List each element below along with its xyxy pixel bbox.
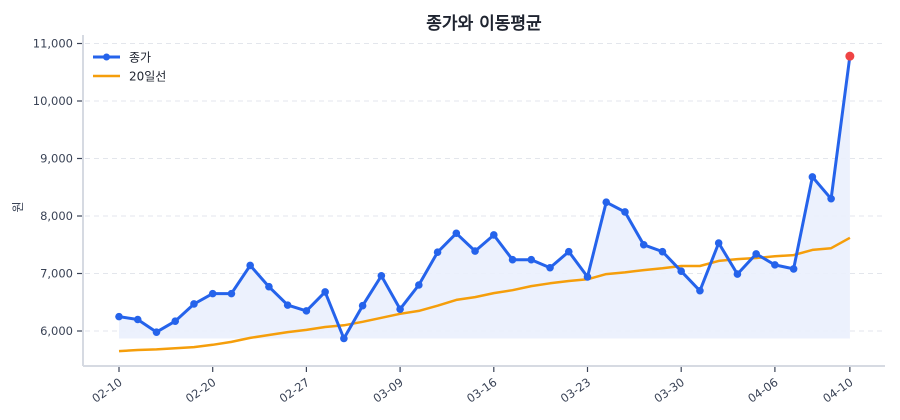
price-marker	[639, 240, 648, 249]
y-tick-label: 7,000	[40, 267, 73, 281]
legend-close-label: 종가	[129, 51, 151, 65]
price-marker	[677, 267, 685, 276]
x-tick-label: 02-20	[183, 375, 218, 406]
x-tick-label: 04-10	[820, 375, 855, 406]
price-marker	[227, 289, 236, 298]
price-marker	[152, 328, 161, 336]
y-axis: 6,000 7,000 8,000 9,000 10,000 11,000	[33, 37, 82, 338]
price-marker	[508, 255, 517, 264]
price-marker	[208, 289, 217, 298]
y-tick-label: 9,000	[40, 152, 73, 166]
y-tick-label: 6,000	[40, 324, 73, 338]
x-tick-label: 03-23	[558, 375, 593, 406]
price-marker	[827, 194, 835, 203]
price-marker	[733, 270, 742, 278]
price-marker	[415, 281, 423, 289]
y-tick-label: 8,000	[40, 209, 73, 223]
price-marker	[808, 173, 817, 181]
x-tick-label: 03-30	[652, 375, 687, 406]
x-tick-label: 03-09	[370, 375, 405, 406]
price-marker	[302, 307, 311, 315]
price-marker	[246, 261, 254, 270]
x-axis: 02-10 02-20 02-27 03-09 03-16 03-23 03-30 04-06…	[89, 367, 856, 406]
price-marker	[527, 255, 536, 264]
price-marker	[490, 231, 498, 239]
price-marker	[602, 198, 611, 206]
x-tick-label: 02-27	[277, 375, 312, 406]
close-price-line	[118, 55, 852, 340]
price-marker	[377, 272, 386, 280]
price-marker	[696, 286, 704, 295]
y-tick-label: 11,000	[33, 37, 73, 51]
price-marker	[621, 208, 629, 216]
price-marker	[171, 317, 180, 326]
price-marker	[583, 273, 592, 281]
price-marker	[115, 312, 123, 321]
price-marker	[564, 247, 573, 256]
price-marker	[714, 239, 723, 247]
price-marker	[133, 315, 142, 324]
price-marker	[433, 248, 442, 257]
price-marker	[452, 229, 461, 238]
legend-ma20-label: 20일선	[129, 70, 166, 84]
close-price-markers	[115, 51, 855, 343]
price-marker	[321, 288, 329, 296]
price-marker	[771, 261, 779, 269]
legend-item-ma20[interactable]: 20일선	[93, 70, 166, 84]
price-marker	[340, 334, 348, 343]
price-marker	[283, 301, 292, 309]
price-marker	[265, 282, 273, 291]
legend-close-marker-icon	[103, 53, 110, 61]
price-marker	[546, 263, 554, 272]
price-marker	[190, 300, 198, 308]
chart-title: 종가와 이동평균	[426, 14, 542, 34]
price-marker	[658, 247, 667, 256]
x-tick-label: 04-06	[745, 375, 780, 406]
y-tick-label: 10,000	[33, 94, 73, 108]
price-marker	[789, 265, 798, 273]
price-marker	[358, 301, 367, 310]
legend-item-close[interactable]: 종가	[93, 51, 151, 65]
price-marker	[752, 250, 760, 258]
price-marker	[396, 305, 404, 313]
x-tick-label: 03-16	[464, 375, 499, 406]
y-axis-label: 원	[11, 201, 25, 212]
price-marker	[471, 247, 479, 255]
legend: 종가 20일선	[93, 51, 166, 84]
x-tick-label: 02-10	[89, 375, 124, 406]
latest-price-marker	[845, 51, 855, 61]
